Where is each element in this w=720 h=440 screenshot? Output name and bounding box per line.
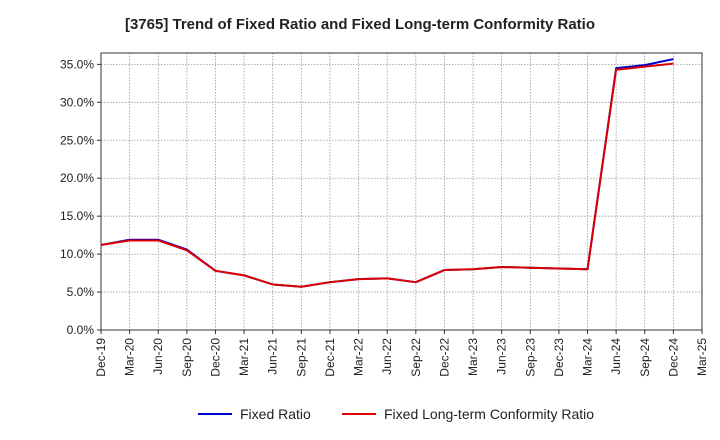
x-tick-label: Sep-23 [523,338,537,377]
x-tick-label: Mar-23 [466,338,480,376]
x-tick-label: Mar-20 [123,338,137,376]
x-tick-label: Jun-22 [380,338,394,375]
plot-background [101,53,702,330]
x-tick-label: Dec-21 [323,338,337,377]
series-line-fixed-long-term-conformity-ratio [100,62,674,288]
x-tick-label: Sep-20 [180,338,194,377]
chart-title: [3765] Trend of Fixed Ratio and Fixed Lo… [124,16,596,33]
x-tick-label: Jun-21 [266,338,280,375]
x-tick-label: Sep-22 [409,338,423,377]
x-tick-label: Dec-20 [208,338,222,377]
y-tick-label: 25.0% [60,133,94,147]
y-tick-label: 30.0% [60,95,94,109]
y-tick-label: 35.0% [60,57,94,71]
x-tick-label: Sep-24 [638,338,652,377]
y-tick-label: 15.0% [60,209,94,223]
x-tick-label: Dec-24 [666,338,680,377]
y-tick-label: 0.0% [67,323,95,337]
x-tick-label: Mar-25 [695,338,709,376]
y-tick-label: 5.0% [67,285,95,299]
x-tick-label: Dec-19 [94,338,108,377]
x-tick-label: Sep-21 [294,338,308,377]
x-tick-label: Dec-23 [552,338,566,377]
x-tick-label: Jun-20 [151,338,165,375]
x-tick-label: Jun-24 [609,338,623,375]
x-tick-label: Dec-22 [437,338,451,377]
y-tick-label: 10.0% [60,247,94,261]
y-tick-label: 20.0% [60,171,94,185]
x-tick-label: Mar-24 [581,338,595,376]
legend-label: Fixed Long-term Conformity Ratio [384,406,594,422]
legend-label: Fixed Ratio [240,406,311,422]
plot-frame [100,52,703,331]
x-tick-label: Mar-22 [352,338,366,376]
x-tick-label: Jun-23 [495,338,509,375]
x-tick-label: Mar-21 [237,338,251,376]
